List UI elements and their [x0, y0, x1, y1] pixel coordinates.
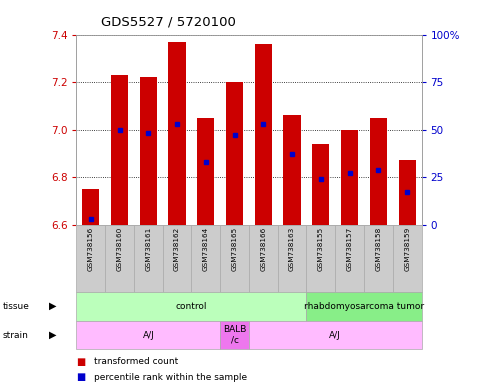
- Bar: [226, 82, 243, 225]
- Text: BALB
/c: BALB /c: [223, 325, 246, 345]
- Bar: [283, 115, 301, 225]
- Text: GSM738164: GSM738164: [203, 227, 209, 271]
- Bar: [82, 189, 100, 225]
- Text: rhabdomyosarcoma tumor: rhabdomyosarcoma tumor: [304, 302, 424, 311]
- Bar: [134, 225, 163, 292]
- Bar: [76, 225, 105, 292]
- Bar: [341, 130, 358, 225]
- Text: ■: ■: [76, 357, 86, 367]
- Text: A/J: A/J: [142, 331, 154, 339]
- Text: A/J: A/J: [329, 331, 341, 339]
- Bar: [249, 225, 278, 292]
- Bar: [312, 144, 329, 225]
- Bar: [220, 225, 249, 292]
- Text: percentile rank within the sample: percentile rank within the sample: [94, 372, 247, 382]
- Bar: [140, 77, 157, 225]
- Text: ▶: ▶: [49, 301, 57, 311]
- Bar: [278, 225, 307, 292]
- Bar: [307, 225, 335, 292]
- Bar: [255, 44, 272, 225]
- Bar: [249, 321, 422, 349]
- Text: GSM738165: GSM738165: [232, 227, 238, 271]
- Bar: [105, 225, 134, 292]
- Bar: [393, 225, 422, 292]
- Text: GSM738158: GSM738158: [375, 227, 382, 271]
- Bar: [335, 225, 364, 292]
- Bar: [76, 292, 307, 321]
- Text: GSM738160: GSM738160: [116, 227, 123, 271]
- Bar: [220, 321, 249, 349]
- Bar: [191, 225, 220, 292]
- Bar: [364, 225, 393, 292]
- Text: tissue: tissue: [2, 302, 30, 311]
- Text: control: control: [176, 302, 207, 311]
- Bar: [169, 42, 186, 225]
- Text: ■: ■: [76, 372, 86, 382]
- Text: GSM738155: GSM738155: [318, 227, 324, 271]
- Bar: [370, 118, 387, 225]
- Bar: [307, 292, 422, 321]
- Text: GSM738156: GSM738156: [88, 227, 94, 271]
- Text: ▶: ▶: [49, 330, 57, 340]
- Bar: [398, 161, 416, 225]
- Bar: [197, 118, 214, 225]
- Bar: [111, 75, 128, 225]
- Text: GSM738166: GSM738166: [260, 227, 266, 271]
- Bar: [76, 321, 220, 349]
- Text: GSM738159: GSM738159: [404, 227, 410, 271]
- Text: GSM738161: GSM738161: [145, 227, 151, 271]
- Text: GSM738157: GSM738157: [347, 227, 352, 271]
- Bar: [163, 225, 191, 292]
- Text: strain: strain: [2, 331, 28, 339]
- Text: transformed count: transformed count: [94, 357, 178, 366]
- Text: GSM738163: GSM738163: [289, 227, 295, 271]
- Text: GSM738162: GSM738162: [174, 227, 180, 271]
- Text: GDS5527 / 5720100: GDS5527 / 5720100: [101, 15, 236, 28]
